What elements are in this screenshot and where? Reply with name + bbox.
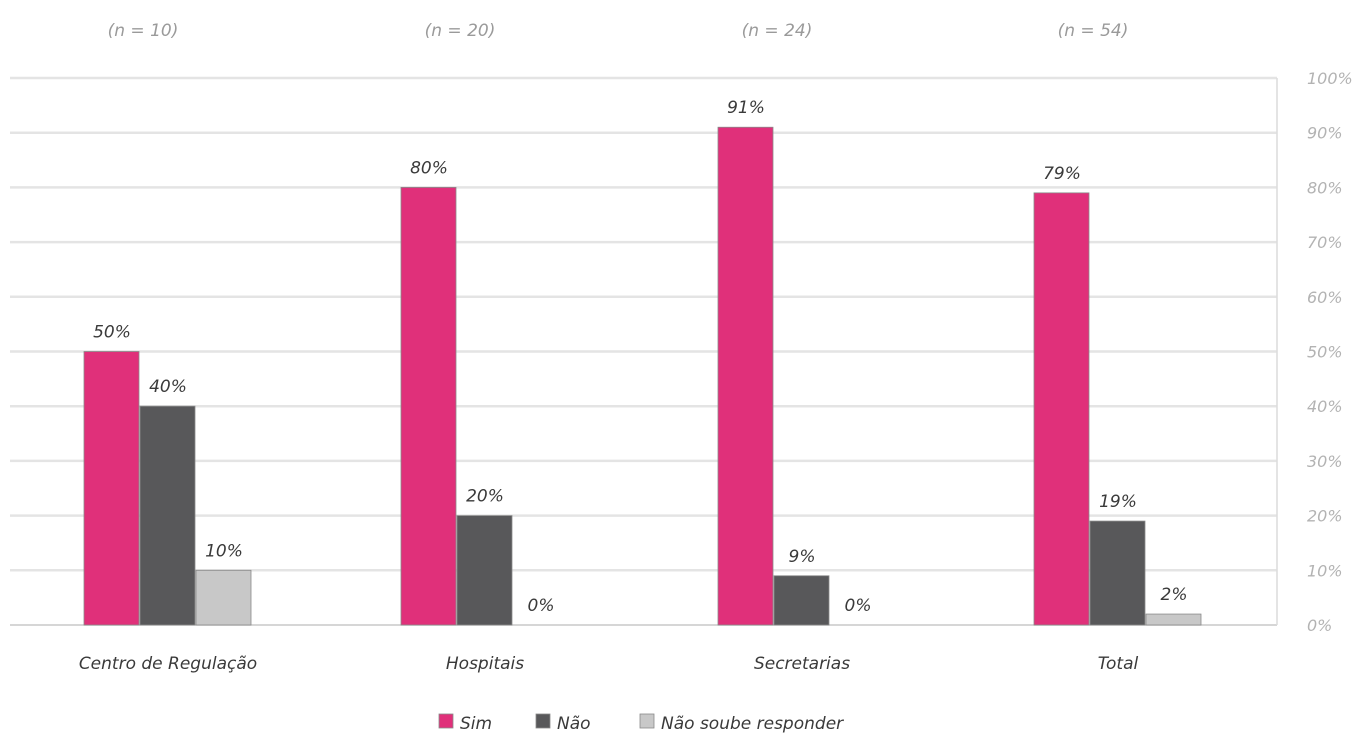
bar-n-o (139, 405, 196, 626)
category-labels: Centro de Regulação Hospitais Secretarias T… (79, 654, 1139, 674)
sample-size-label: (n = 20) (425, 21, 496, 41)
bar-n-o (1089, 520, 1146, 626)
y-tick-label: 0% (1307, 616, 1332, 635)
y-tick-label: 70% (1307, 233, 1343, 252)
data-label: 50% (93, 323, 131, 343)
legend-swatch (535, 713, 551, 729)
data-label: 0% (528, 596, 555, 616)
sample-size-label: (n = 24) (742, 21, 813, 41)
data-label: 79% (1043, 164, 1081, 184)
y-tick-label: 10% (1307, 561, 1343, 580)
y-tick-label: 30% (1307, 452, 1343, 471)
sample-size-label: (n = 10) (108, 21, 179, 41)
legend-label: Não (557, 714, 591, 733)
y-tick-label: 50% (1307, 343, 1343, 362)
y-tick-label: 100% (1307, 69, 1353, 88)
bar-sim (717, 126, 774, 626)
data-label: 9% (789, 547, 816, 567)
bar-n-o-soube-responder (195, 569, 252, 626)
value-labels: 50% 40% 10% 80% 20% 0% 91% 9% 0% 79% 19% 2% (93, 98, 1187, 616)
bar-n-o (773, 575, 830, 626)
legend: Sim Não Não soube responder (438, 713, 844, 733)
category-label: Secretarias (754, 654, 850, 674)
y-tick-label: 90% (1307, 124, 1343, 143)
bar-sim (400, 186, 457, 626)
y-axis-ticks: 0% 10% 20% 30% 40% 50% 60% 70% 80% 90% 100% (1307, 69, 1353, 635)
legend-swatch (438, 713, 454, 729)
legend-label: Não soube responder (661, 714, 844, 733)
bar-sim (1033, 192, 1090, 626)
data-label: 0% (845, 596, 872, 616)
data-label: 20% (466, 487, 504, 507)
sample-size-label: (n = 54) (1058, 21, 1129, 41)
legend-swatch (639, 713, 655, 729)
bar-n-o-soube-responder (1145, 613, 1202, 626)
y-tick-label: 20% (1307, 507, 1343, 526)
data-label: 19% (1099, 492, 1137, 512)
bars (83, 126, 1202, 626)
sample-size-labels: (n = 10) (n = 20) (n = 24) (n = 54) (108, 21, 1129, 41)
legend-label: Sim (460, 714, 492, 733)
category-label: Centro de Regulação (79, 654, 257, 674)
data-label: 40% (149, 377, 187, 397)
category-label: Hospitais (446, 654, 524, 674)
bar-n-o (456, 515, 513, 626)
data-label: 2% (1161, 585, 1188, 605)
y-tick-label: 80% (1307, 178, 1343, 197)
y-tick-label: 60% (1307, 288, 1343, 307)
y-tick-label: 40% (1307, 397, 1343, 416)
data-label: 10% (205, 541, 243, 561)
category-label: Total (1098, 654, 1139, 674)
bar-sim (83, 351, 140, 626)
data-label: 80% (410, 158, 448, 178)
data-label: 91% (727, 98, 765, 118)
